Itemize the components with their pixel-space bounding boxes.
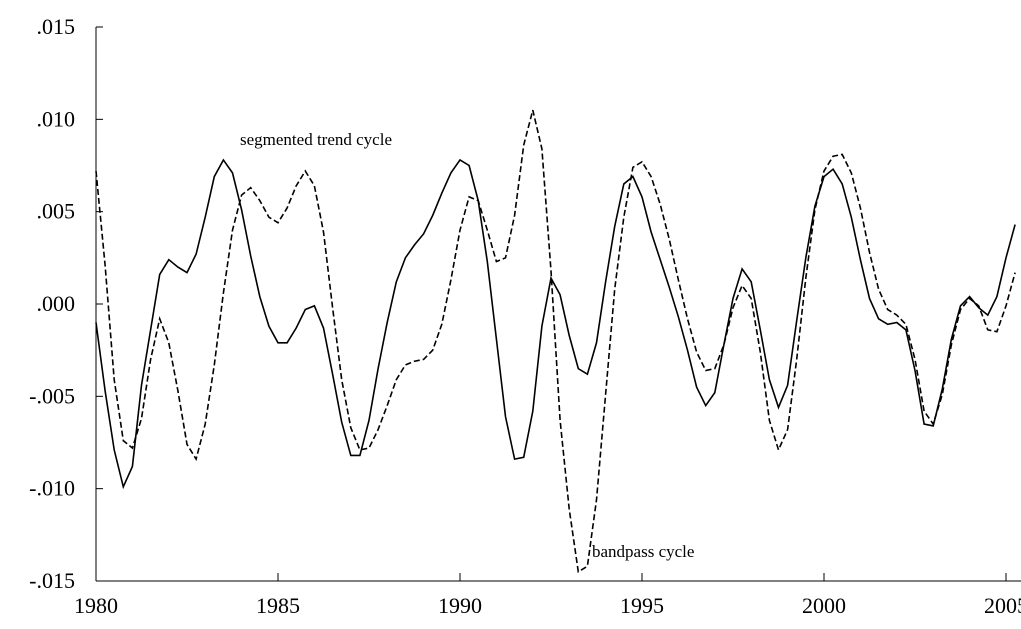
y-tick-label: .005 [37,199,76,224]
y-tick-label: -.005 [29,383,75,408]
x-tick-label: 1985 [256,593,300,618]
x-tick-label: 2005 [984,593,1021,618]
y-tick-label: .015 [37,14,76,39]
x-tick-label: 2000 [802,593,846,618]
y-tick-label: -.015 [29,568,75,593]
y-tick-label: .000 [37,291,76,316]
annotation: bandpass cycle [592,542,694,561]
y-tick-label: .010 [37,106,76,131]
series-line [95,158,1016,490]
series-line [95,109,1016,574]
x-tick-label: 1990 [438,593,482,618]
annotation: segmented trend cycle [240,130,392,149]
x-tick-label: 1980 [74,593,118,618]
x-tick-label: 1995 [620,593,664,618]
y-tick-label: -.010 [29,476,75,501]
